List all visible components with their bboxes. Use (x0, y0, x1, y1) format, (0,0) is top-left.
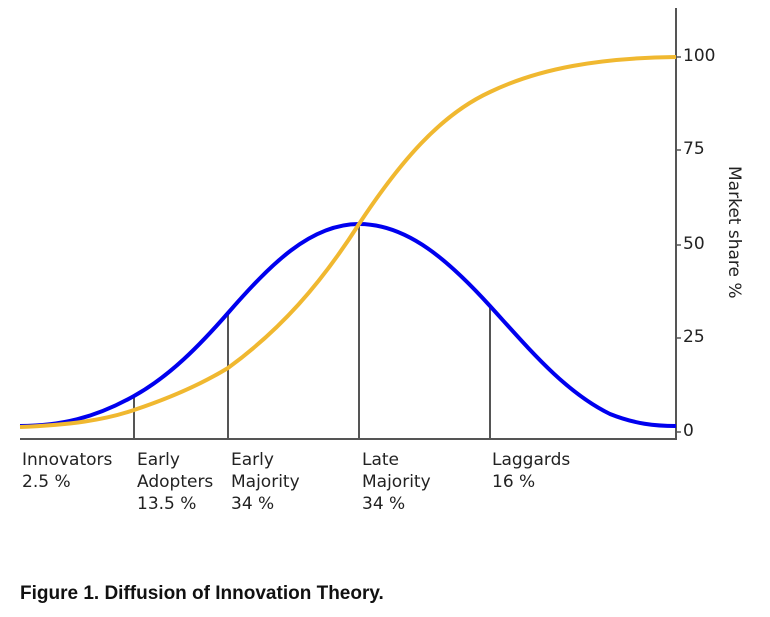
segment-dividers (133, 224, 491, 439)
category-name-line1: Late (362, 450, 400, 470)
y-axis-label: Market share % (724, 166, 744, 299)
y-tick-label-50: 50 (683, 234, 705, 254)
y-tick-label-75: 75 (683, 139, 705, 159)
category-name-line2: Adopters (137, 472, 214, 492)
category-label-early-adopters: Early Adopters 13.5 % (137, 449, 213, 515)
y-tick-label-0: 0 (683, 421, 694, 441)
category-name-line1: Early (137, 450, 180, 470)
bell-curve-line (19, 221, 677, 428)
category-share: 2.5 % (22, 472, 71, 492)
category-share: 34 % (362, 494, 406, 514)
category-label-early-majority: Early Majority 34 % (231, 449, 300, 515)
category-name: Innovators (22, 450, 113, 470)
s-curve-line (19, 55, 677, 429)
category-label-innovators: Innovators 2.5 % (22, 449, 112, 493)
category-share: 13.5 % (137, 494, 197, 514)
y-tick-label-25: 25 (683, 327, 705, 347)
category-share: 34 % (231, 494, 275, 514)
figure-caption: Figure 1. Diffusion of Innovation Theory… (20, 583, 384, 604)
category-label-laggards: Laggards 16 % (492, 449, 570, 493)
category-name: Laggards (492, 450, 571, 470)
diffusion-chart (19, 8, 681, 440)
category-name-line1: Early (231, 450, 274, 470)
category-name-line2: Majority (362, 472, 431, 492)
category-label-late-majority: Late Majority 34 % (362, 449, 431, 515)
y-tick-label-100: 100 (683, 46, 716, 66)
y-ticks (676, 56, 681, 433)
category-name-line2: Majority (231, 472, 300, 492)
category-share: 16 % (492, 472, 536, 492)
